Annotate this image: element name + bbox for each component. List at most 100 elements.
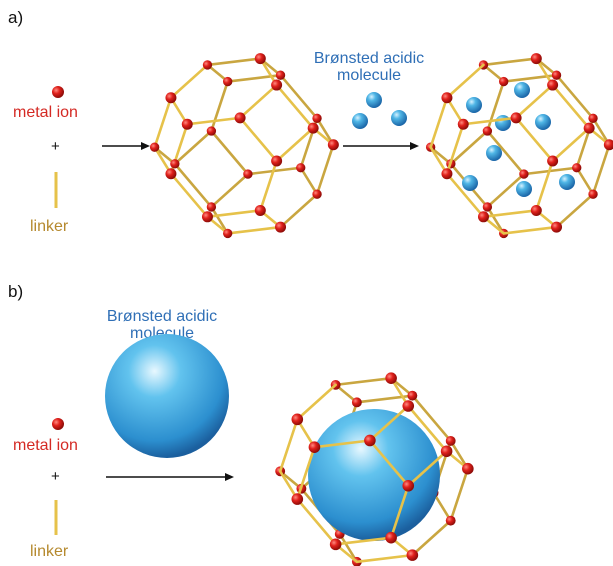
arrow-a1: [102, 142, 150, 150]
metal-node: [482, 126, 493, 136]
acid-molecule-large: [105, 334, 229, 458]
acid-molecule-free-2: [352, 113, 368, 129]
metal-node: [385, 372, 397, 385]
linker-rod: [486, 80, 505, 133]
metal-node: [547, 155, 559, 167]
linker-rod: [315, 143, 335, 196]
metal-node: [296, 163, 306, 173]
linker-rod: [535, 159, 554, 212]
acid-molecule-encapsulated: [486, 145, 502, 161]
metal-node: [206, 202, 217, 212]
linker-rod: [355, 553, 414, 564]
linker-rod: [482, 57, 538, 67]
linker-rod: [238, 83, 278, 120]
linker-rod: [275, 83, 315, 130]
linker-rod: [551, 83, 591, 130]
linker-rod: [313, 439, 372, 449]
encapsulated-acid-molecules: [462, 82, 575, 197]
linker-rod: [551, 126, 591, 163]
linker-rod: [296, 383, 337, 421]
metal-node: [181, 118, 193, 130]
linker-rod: [296, 445, 316, 501]
metal-node: [312, 189, 322, 199]
metal-node: [206, 126, 217, 136]
metal-node: [271, 155, 283, 167]
linker-rod: [226, 225, 282, 235]
metal-node: [170, 159, 180, 169]
linker-rod: [368, 439, 410, 488]
mof-cage-encapsulated: [275, 372, 474, 566]
arrow-b: [106, 473, 234, 481]
metal-node: [327, 139, 339, 151]
metal-node: [254, 53, 266, 65]
metal-node: [385, 531, 397, 544]
acid-molecule-encapsulated: [462, 175, 478, 191]
linker-rod: [514, 83, 554, 120]
linker-rod: [210, 129, 250, 176]
linker-rod: [486, 205, 505, 235]
metal-node: [291, 493, 304, 505]
metal-node: [271, 79, 283, 91]
linker-rods-back: [153, 57, 335, 235]
metal-node: [307, 122, 319, 134]
linker-rod: [153, 96, 173, 149]
metal-node: [329, 538, 342, 551]
metal-node: [445, 435, 456, 446]
panel-b-label: b): [8, 282, 24, 301]
metal-node: [149, 142, 160, 152]
linker-rod: [210, 205, 229, 235]
metal-node: [551, 221, 563, 233]
metal-node: [351, 397, 362, 408]
linker-rod: [299, 166, 319, 196]
metal-node: [312, 113, 322, 123]
acid-molecule-large-encapsulated: [308, 409, 440, 541]
linker-label-a: linker: [30, 218, 69, 235]
linker-rod: [406, 449, 448, 488]
metal-node: [364, 434, 376, 447]
mof-cage-loaded: [425, 53, 613, 239]
metal-nodes-back: [149, 60, 322, 239]
metal-node: [308, 441, 321, 453]
metal-nodes-back: [425, 60, 598, 239]
bronsted-line1-a: Brønsted acidic: [313, 50, 425, 67]
linker-rod: [449, 467, 470, 522]
linker-rod: [411, 394, 452, 443]
linker-rod: [575, 166, 595, 196]
metal-node: [572, 163, 582, 173]
linker-rod: [555, 73, 595, 120]
metal-node: [603, 139, 613, 151]
bronsted-line2-a: molecule: [336, 67, 402, 84]
linker-rod: [169, 63, 209, 100]
linker-rod: [210, 80, 229, 133]
acid-molecule-free-1: [366, 92, 382, 108]
linker-rod: [296, 497, 337, 546]
metal-node: [275, 70, 286, 80]
metal-node: [254, 204, 266, 216]
metal-node: [551, 70, 562, 80]
linker-rod: [185, 116, 242, 126]
metal-node: [588, 189, 598, 199]
linker-rod: [206, 209, 262, 219]
linker-rod: [279, 73, 319, 120]
metal-nodes-front: [441, 53, 613, 233]
linker-rod: [278, 418, 299, 473]
bronsted-line1-b: Brønsted acidic: [106, 308, 218, 325]
metal-node: [223, 76, 233, 87]
linker-rod: [449, 129, 489, 166]
acid-molecule-encapsulated: [466, 97, 482, 113]
metal-node: [223, 228, 233, 239]
linker-rod: [486, 172, 526, 209]
plus-sign-a: +: [51, 138, 60, 155]
linker-rod: [555, 192, 595, 229]
metal-node: [407, 390, 418, 401]
linker-rod: [334, 536, 393, 546]
metal-node: [165, 92, 177, 104]
acid-molecule-encapsulated: [535, 114, 551, 130]
metal-node: [234, 112, 246, 124]
plus-sign-b: +: [51, 468, 60, 485]
metal-node: [441, 92, 453, 104]
acid-molecule-encapsulated: [495, 115, 511, 131]
bronsted-label-a: Brønsted acidic molecule: [304, 50, 434, 84]
metal-ion-legend-node-b: [52, 418, 64, 430]
